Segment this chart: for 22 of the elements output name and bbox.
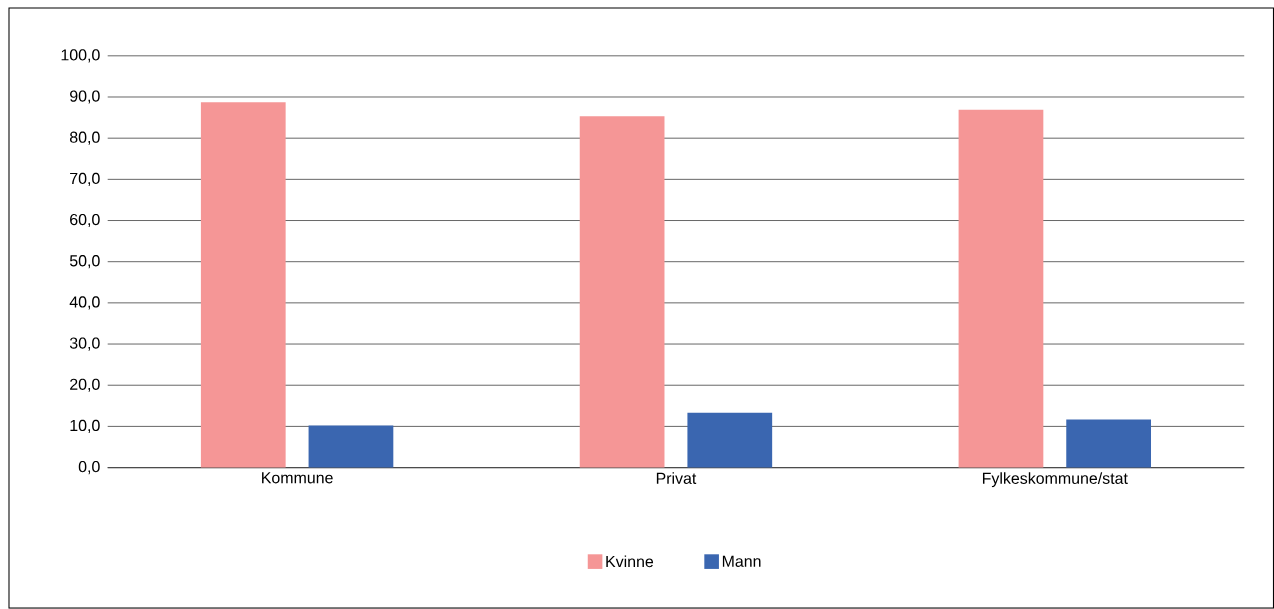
bar [1066, 419, 1151, 468]
y-tick-label: 30,0 [69, 337, 100, 351]
y-tick-label: 20,0 [70, 378, 100, 392]
y-tick-label: 90,0 [70, 90, 100, 104]
y-tick-label: 100,0 [61, 49, 100, 63]
bar [200, 102, 286, 468]
y-tick-label: 40,0 [69, 296, 100, 310]
legend-label: Mann [722, 555, 761, 568]
y-tick-label: 0,0 [78, 461, 100, 475]
y-tick-label: 10,0 [70, 419, 100, 434]
y-tick-label: 80,0 [69, 131, 100, 145]
legend-label: Kvinne [606, 555, 654, 568]
x-tick-label: Kommune [262, 472, 333, 484]
bar [687, 412, 773, 468]
bar [958, 109, 1044, 468]
y-tick-label: 70,0 [70, 172, 100, 187]
bar [579, 116, 665, 468]
bar [308, 425, 394, 468]
y-tick-label: 60,0 [70, 214, 100, 228]
y-tick-label: 50,0 [69, 255, 100, 269]
x-tick-label: Privat [656, 472, 697, 485]
x-tick-label: Fylkeskommune/stat [982, 472, 1128, 488]
